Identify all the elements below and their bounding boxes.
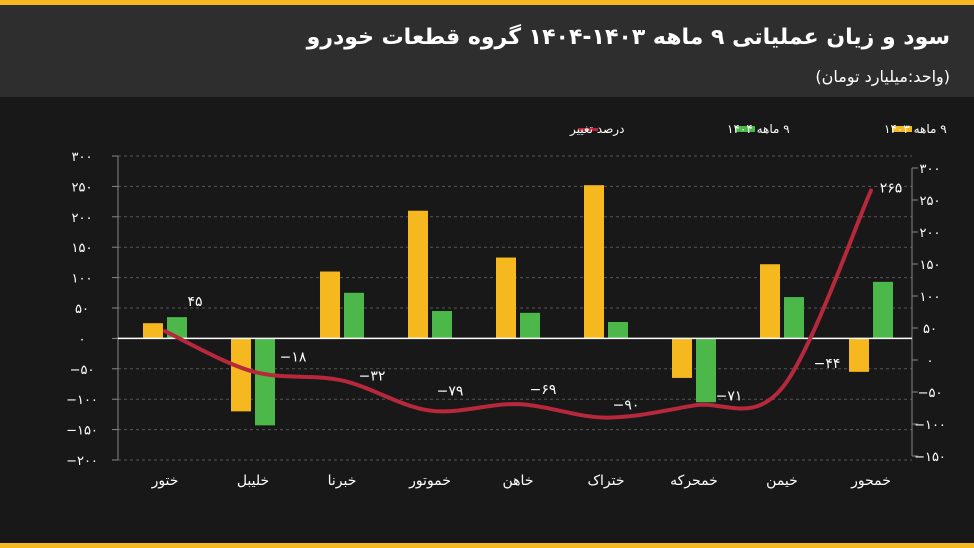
bar-1403	[496, 257, 516, 339]
legend-label: ۹ ماهه ۱۴۰۴	[727, 122, 790, 136]
left-tick-label: ۱۵۰	[72, 241, 93, 256]
category-label: خلیبل	[237, 473, 269, 489]
left-tick-label: ۲۰۰	[72, 211, 93, 226]
left-tick-label: −۲۰۰	[66, 454, 98, 469]
category-label: خاهن	[503, 473, 534, 489]
line-value-label: −۱۸	[280, 350, 307, 366]
percent-change-labels: ۴۵ −۱۸ −۳۲ −۷۹ −۶۹ −۹۰ −۷۱ −۴۴ ۲۶۵	[187, 180, 902, 413]
percent-change-line	[163, 188, 873, 420]
bar-1404	[784, 297, 804, 339]
category-labels: ختور خلیبل خبرنا خموتور خاهن ختراک خمحرکه خیمن خ…	[151, 473, 891, 489]
category-label: ختور	[151, 473, 179, 489]
line-value-label: −۳۲	[359, 368, 386, 384]
line-value-label: −۷۱	[716, 388, 743, 404]
bar-1403	[408, 210, 428, 339]
bar-1404	[520, 312, 540, 339]
right-tick-label: −۱۵۰	[914, 450, 946, 465]
legend-swatch	[578, 128, 598, 131]
line-value-label: −۹۰	[613, 398, 640, 414]
legend-swatch	[735, 126, 755, 132]
right-tick-label: ۱۰۰	[920, 290, 941, 305]
left-tick-label: ۳۰۰	[72, 150, 93, 165]
chart-title: سود و زیان عملیاتی ۹ ماهه ۱۴۰۳-۱۴۰۴ گروه…	[306, 25, 950, 50]
legend-label: ۹ ماهه ۱۴۰۳	[884, 122, 947, 136]
category-label: ختراک	[587, 473, 624, 489]
right-tick-label: ۲۰۰	[920, 226, 941, 241]
left-tick-label: ۱۰۰	[72, 272, 93, 287]
legend-swatch	[892, 126, 912, 132]
category-label: خیمن	[766, 473, 798, 489]
bar-1403	[231, 338, 251, 412]
bar-1403	[143, 323, 163, 339]
legend-label: درصد تغییر	[569, 122, 624, 137]
chart-area: ۳۰۰ ۲۵۰ ۲۰۰ ۱۵۰ ۱۰۰ ۵۰ ۰ −۵۰ −۱۰۰ −۱۵۰ −۲۰۰ ۳۰۰ ۲۵۰…	[0, 97, 974, 543]
left-tick-label: −۱۵۰	[66, 424, 98, 439]
bottom-accent-bar	[0, 543, 974, 548]
chart-svg: ۳۰۰ ۲۵۰ ۲۰۰ ۱۵۰ ۱۰۰ ۵۰ ۰ −۵۰ −۱۰۰ −۱۵۰ −۲۰۰ ۳۰۰ ۲۵۰…	[66, 122, 947, 489]
left-tick-label: ۰	[79, 332, 86, 347]
right-tick-label: −۱۰۰	[914, 418, 946, 433]
right-tick-label: −۵۰	[918, 386, 943, 401]
bar-1404	[696, 338, 716, 403]
right-tick-label: ۳۰۰	[920, 162, 941, 177]
chart-unit-subtitle: (واحد:میلیارد تومان)	[815, 67, 950, 86]
bar-1404	[255, 338, 275, 426]
chart-header: سود و زیان عملیاتی ۹ ماهه ۱۴۰۳-۱۴۰۴ گروه…	[0, 5, 974, 97]
line-value-label: −۶۹	[530, 382, 557, 398]
line-value-label: −۷۹	[437, 384, 464, 400]
line-value-label: ۲۶۵	[880, 180, 903, 196]
category-label: خبرنا	[328, 473, 357, 489]
bar-1403	[760, 264, 780, 339]
right-tick-label: ۲۵۰	[920, 194, 941, 209]
bar-1403	[320, 271, 340, 339]
right-tick-label: ۵۰	[923, 322, 937, 337]
bar-1404	[608, 321, 628, 339]
left-tick-label: −۵۰	[70, 363, 95, 378]
right-tick-label: ۱۵۰	[920, 258, 941, 273]
category-label: خموتور	[408, 473, 451, 489]
category-label: خمحرکه	[670, 473, 718, 489]
bar-1403	[849, 338, 869, 372]
right-tick-label: ۰	[927, 354, 934, 369]
left-tick-label: ۵۰	[75, 302, 89, 317]
left-tick-label: ۲۵۰	[72, 180, 93, 195]
line-value-label: ۴۵	[187, 294, 202, 310]
legend: ۹ ماهه ۱۴۰۳ ۹ ماهه ۱۴۰۴ درصد تغییر	[569, 122, 947, 137]
bar-1404	[432, 311, 452, 339]
left-axis: ۳۰۰ ۲۵۰ ۲۰۰ ۱۵۰ ۱۰۰ ۵۰ ۰ −۵۰ −۱۰۰ −۱۵۰ −۲۰۰	[66, 150, 119, 469]
bar-1404	[873, 281, 893, 339]
category-label: خمحور	[850, 473, 891, 489]
bar-1403	[672, 338, 692, 378]
bar-1404	[344, 292, 364, 339]
right-axis: ۳۰۰ ۲۵۰ ۲۰۰ ۱۵۰ ۱۰۰ ۵۰ ۰ −۵۰ −۱۰۰ −۱۵۰	[911, 162, 946, 465]
bar-1403	[584, 185, 604, 339]
top-accent-bar	[0, 0, 974, 5]
bar-series	[143, 185, 893, 426]
left-tick-label: −۱۰۰	[66, 393, 98, 408]
line-value-label: −۴۴	[814, 356, 841, 372]
